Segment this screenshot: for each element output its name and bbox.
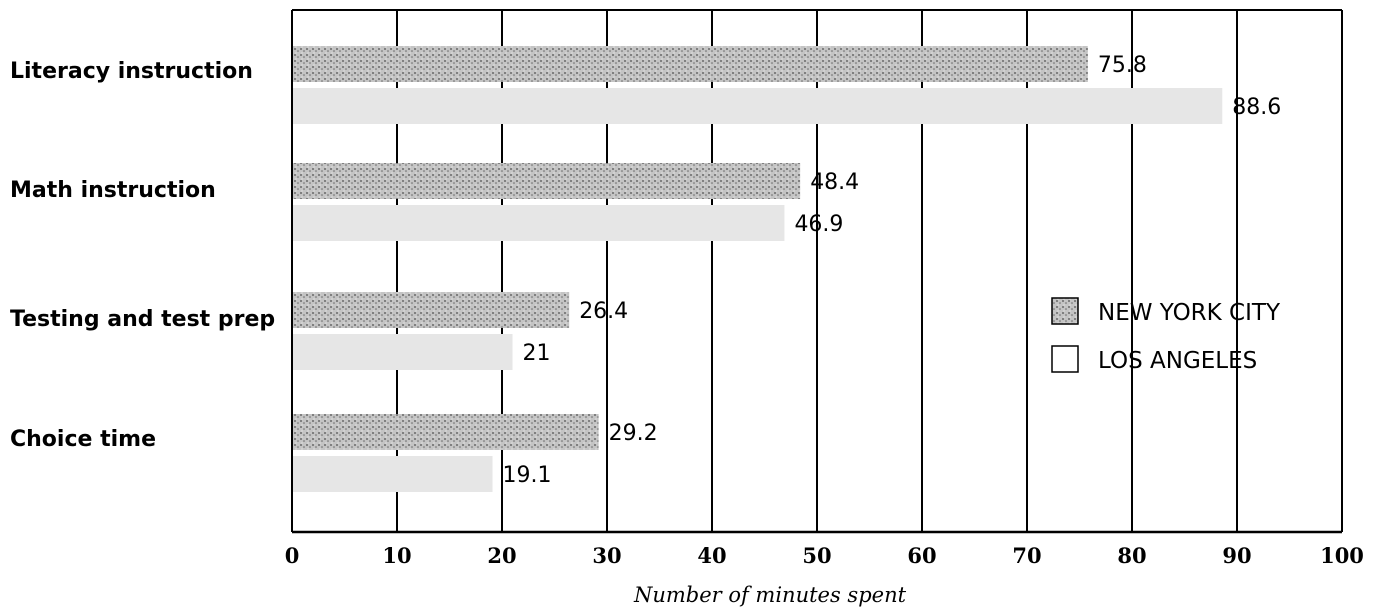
x-tick-label: 0	[285, 543, 300, 568]
value-label: 19.1	[503, 463, 552, 488]
value-label: 46.9	[794, 212, 843, 237]
value-label: 21	[523, 341, 551, 366]
legend-label: LOS ANGELES	[1098, 348, 1257, 374]
legend-swatch-new-york-city	[1051, 297, 1079, 325]
value-label: 26.4	[579, 299, 628, 324]
category-label: Math instruction	[10, 178, 216, 203]
category-label: Choice time	[10, 427, 156, 452]
x-tick-label: 70	[1012, 543, 1041, 568]
bar-los-angeles	[292, 88, 1223, 124]
value-label: 48.4	[810, 170, 859, 195]
x-tick-label: 10	[382, 543, 411, 568]
bar-new-york-city	[292, 292, 570, 328]
x-tick-label: 50	[802, 543, 831, 568]
category-label: Literacy instruction	[10, 59, 253, 84]
x-axis-title: Number of minutes spent	[633, 583, 907, 607]
bar-los-angeles	[292, 205, 785, 241]
value-label: 75.8	[1098, 53, 1147, 78]
bar-los-angeles	[292, 456, 493, 492]
legend-swatch-los-angeles	[1051, 345, 1079, 373]
category-label: Testing and test prep	[10, 307, 275, 332]
x-tick-label: 90	[1222, 543, 1251, 568]
bar-new-york-city	[292, 163, 801, 199]
bar-new-york-city	[292, 46, 1088, 82]
bar-los-angeles	[292, 334, 513, 370]
value-label: 88.6	[1232, 95, 1281, 120]
x-tick-label: 40	[697, 543, 726, 568]
bar-new-york-city	[292, 414, 599, 450]
x-tick-label: 60	[907, 543, 936, 568]
x-tick-label: 30	[592, 543, 621, 568]
x-tick-label: 80	[1117, 543, 1146, 568]
legend-label: NEW YORK CITY	[1098, 300, 1281, 326]
x-tick-label: 100	[1320, 543, 1364, 568]
x-tick-label: 20	[487, 543, 516, 568]
value-label: 29.2	[609, 421, 658, 446]
